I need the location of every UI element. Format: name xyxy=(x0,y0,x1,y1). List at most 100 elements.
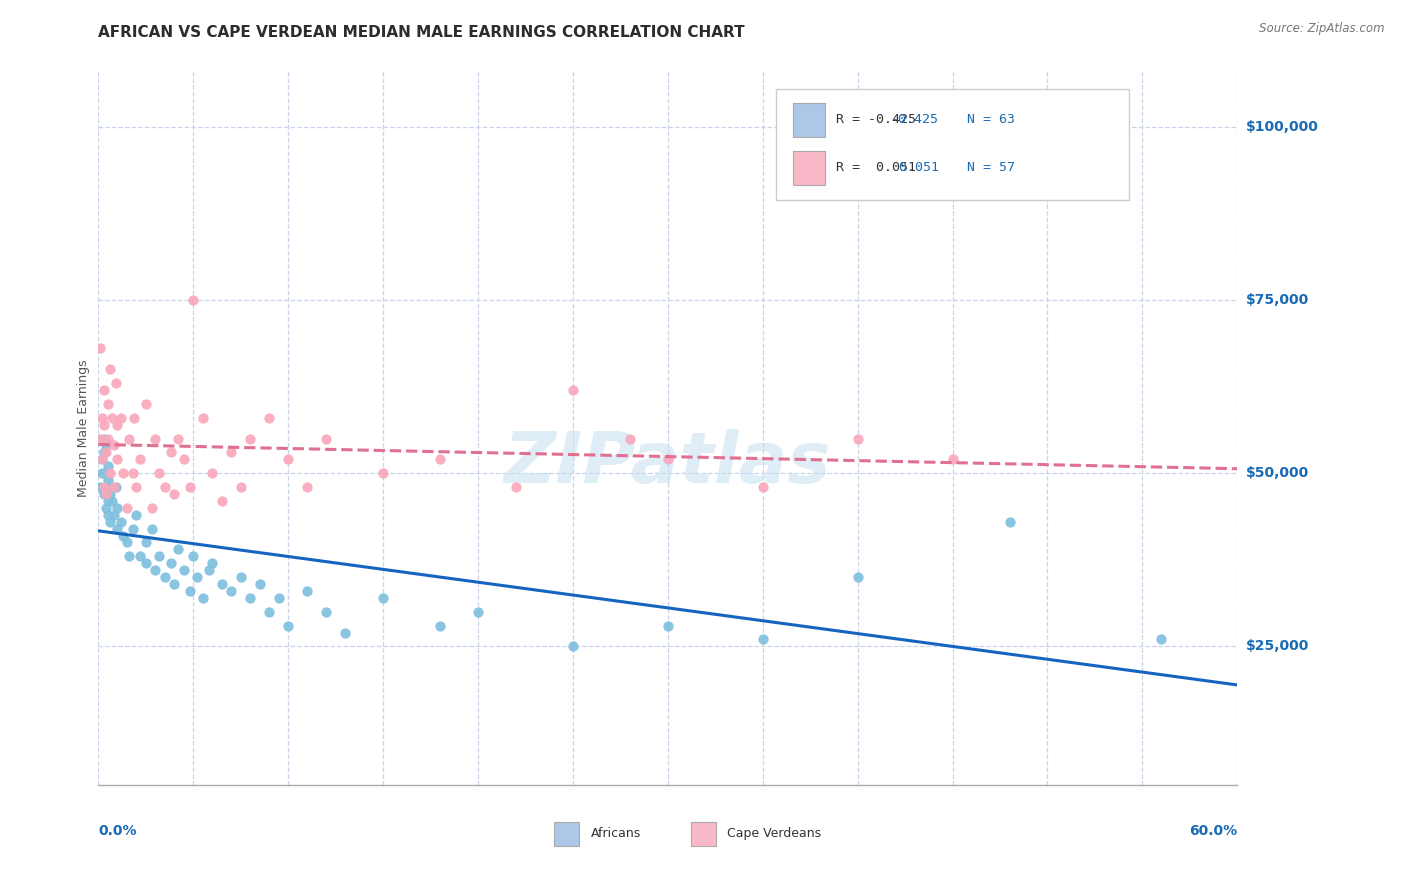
Point xyxy=(91,466,114,480)
Point xyxy=(94,480,117,494)
Point xyxy=(201,556,224,570)
Bar xyxy=(793,103,825,137)
Point xyxy=(93,480,115,494)
Text: ZIPatlas: ZIPatlas xyxy=(505,429,831,499)
Point xyxy=(159,445,181,459)
Point xyxy=(197,563,219,577)
Point xyxy=(167,432,190,446)
Point xyxy=(104,480,127,494)
Point xyxy=(91,452,114,467)
Point xyxy=(505,480,527,494)
Point xyxy=(315,432,337,446)
Point xyxy=(752,480,775,494)
Point xyxy=(98,515,121,529)
Point xyxy=(103,480,125,494)
Text: AFRICAN VS CAPE VERDEAN MEDIAN MALE EARNINGS CORRELATION CHART: AFRICAN VS CAPE VERDEAN MEDIAN MALE EARN… xyxy=(98,25,745,40)
Point xyxy=(846,570,869,584)
Point xyxy=(103,438,125,452)
Text: -0.425: -0.425 xyxy=(891,113,939,127)
Point xyxy=(98,487,121,501)
Point xyxy=(107,500,129,515)
Point xyxy=(229,480,252,494)
Point xyxy=(118,432,141,446)
Point xyxy=(335,625,357,640)
Point xyxy=(121,466,143,480)
Bar xyxy=(554,822,579,846)
Point xyxy=(103,508,125,522)
Text: $50,000: $50,000 xyxy=(1246,467,1309,480)
Point xyxy=(94,487,117,501)
Point xyxy=(93,383,115,397)
Point xyxy=(148,466,170,480)
Point xyxy=(145,563,167,577)
Point xyxy=(89,342,111,356)
Point xyxy=(562,383,585,397)
Point xyxy=(211,577,233,591)
Point xyxy=(91,410,114,425)
Point xyxy=(94,500,117,515)
Point xyxy=(163,487,186,501)
Point xyxy=(94,438,117,452)
Point xyxy=(107,522,129,536)
Point xyxy=(752,632,775,647)
Text: $25,000: $25,000 xyxy=(1246,640,1309,654)
Point xyxy=(93,417,115,432)
Point xyxy=(91,452,114,467)
Point xyxy=(249,577,271,591)
Point xyxy=(94,445,117,459)
Point xyxy=(97,473,120,487)
Point xyxy=(141,522,163,536)
Point xyxy=(89,480,111,494)
Point xyxy=(141,500,163,515)
Point xyxy=(657,452,679,467)
Point xyxy=(183,549,205,564)
Point xyxy=(124,410,146,425)
Point xyxy=(183,293,205,307)
Point xyxy=(115,500,138,515)
Point xyxy=(93,432,115,446)
Point xyxy=(186,570,208,584)
Point xyxy=(100,410,122,425)
Point xyxy=(118,549,141,564)
Text: N = 63: N = 63 xyxy=(967,113,1015,127)
Point xyxy=(145,432,167,446)
Point xyxy=(89,432,111,446)
Point xyxy=(153,570,176,584)
Point xyxy=(429,618,451,632)
Point xyxy=(297,584,319,599)
Point xyxy=(179,584,201,599)
Point xyxy=(135,397,157,411)
Point xyxy=(148,549,170,564)
Point xyxy=(562,640,585,654)
Point xyxy=(259,605,281,619)
Point xyxy=(98,362,121,376)
Point xyxy=(153,480,176,494)
Point xyxy=(429,452,451,467)
Text: 0.051: 0.051 xyxy=(891,161,939,174)
Point xyxy=(112,528,135,542)
Point xyxy=(201,466,224,480)
Point xyxy=(942,452,965,467)
Text: R =  0.051: R = 0.051 xyxy=(837,161,917,174)
Point xyxy=(173,452,195,467)
Point xyxy=(371,591,394,605)
Point xyxy=(107,452,129,467)
Point xyxy=(97,432,120,446)
Point xyxy=(657,618,679,632)
Point xyxy=(98,466,121,480)
Point xyxy=(104,376,127,391)
Point xyxy=(1150,632,1173,647)
Point xyxy=(239,591,262,605)
Point xyxy=(121,522,143,536)
Point xyxy=(97,397,120,411)
Text: Africans: Africans xyxy=(591,828,641,840)
Point xyxy=(191,410,214,425)
Point xyxy=(221,445,243,459)
Point xyxy=(297,480,319,494)
Point xyxy=(267,591,290,605)
Text: Cape Verdeans: Cape Verdeans xyxy=(727,828,821,840)
Point xyxy=(110,410,132,425)
Text: $100,000: $100,000 xyxy=(1246,120,1319,134)
Point xyxy=(97,459,120,474)
Point xyxy=(135,556,157,570)
